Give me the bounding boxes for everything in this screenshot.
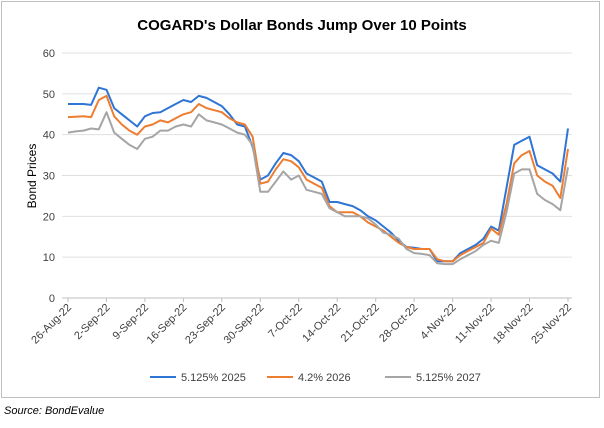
chart-frame — [1, 1, 600, 398]
source-note: Source: BondEvalue — [4, 405, 104, 417]
y-tick-label: 0 — [49, 293, 55, 305]
series-line — [67, 111, 569, 266]
y-tick-label: 40 — [43, 130, 55, 142]
legend-label: 5.125% 2025 — [181, 372, 246, 384]
y-tick-label: 10 — [43, 252, 55, 264]
series-line — [67, 94, 569, 263]
y-tick-label: 30 — [43, 171, 55, 183]
series-line — [68, 86, 569, 263]
y-axis-label: Bond Prices — [25, 144, 39, 209]
y-tick-label: 20 — [43, 211, 55, 223]
legend-label: 5.125% 2027 — [416, 372, 481, 384]
y-tick-label: 60 — [43, 48, 55, 60]
y-tick-label: 50 — [43, 89, 55, 101]
chart-title: COGARD's Dollar Bonds Jump Over 10 Point… — [137, 17, 466, 34]
legend-label: 4.2% 2026 — [298, 372, 351, 384]
